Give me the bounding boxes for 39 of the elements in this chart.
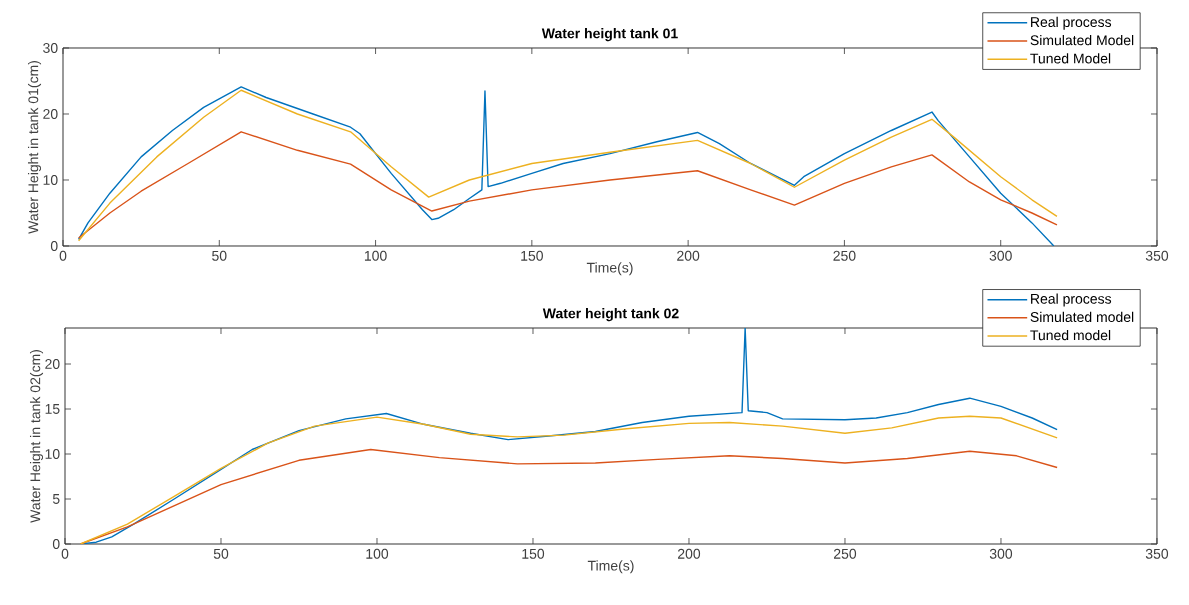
legend-label: Simulated Model	[1030, 34, 1134, 46]
x-axis-title: Time(s)	[586, 262, 633, 276]
x-tick-label: 50	[213, 548, 229, 559]
legend-label: Real process	[1031, 16, 1112, 30]
x-tick-label: 150	[521, 250, 543, 261]
x-tick-label: 250	[833, 250, 856, 261]
y-tick-label: 20	[43, 109, 58, 119]
x-tick-label: 50	[212, 250, 227, 261]
legend-label: Tuned model	[1030, 329, 1111, 341]
x-tick-label: 200	[677, 250, 700, 261]
x-tick-label: 150	[522, 548, 545, 559]
x-tick-label: 300	[989, 250, 1012, 261]
y-tick-label: 30	[43, 43, 58, 53]
x-tick-label: 0	[61, 548, 69, 559]
x-tick-label: 350	[1145, 250, 1169, 261]
y-axis-title: Water Height in tank 02(cm)	[29, 350, 44, 523]
legend-label: Real process	[1031, 293, 1112, 307]
chart-title: Water height tank 02	[542, 308, 679, 322]
y-tick-label: 15	[45, 404, 60, 414]
x-tick-label: 100	[364, 250, 387, 261]
x-tick-label: 300	[989, 548, 1013, 559]
line-series	[79, 415, 1058, 544]
x-tick-label: 200	[678, 548, 701, 559]
legend-label: Tuned Model	[1030, 53, 1111, 64]
y-tick-label: 5	[52, 494, 60, 504]
y-tick-label: 10	[45, 449, 60, 459]
chart-title: Water height tank 01	[541, 28, 678, 42]
line-series	[77, 131, 1058, 239]
x-axis-title: Time(s)	[587, 560, 634, 574]
legend-label: Simulated model	[1030, 311, 1134, 323]
y-axis-title: Water Height in tank 01(cm)	[27, 61, 42, 234]
y-tick-label: 0	[50, 241, 58, 251]
x-tick-label: 0	[59, 250, 67, 261]
x-tick-label: 100	[366, 548, 389, 559]
x-tick-label: 250	[834, 548, 857, 559]
y-tick-label: 20	[45, 359, 60, 369]
x-tick-label: 350	[1145, 548, 1169, 559]
y-tick-label: 10	[43, 175, 58, 185]
y-tick-label: 0	[52, 539, 60, 549]
